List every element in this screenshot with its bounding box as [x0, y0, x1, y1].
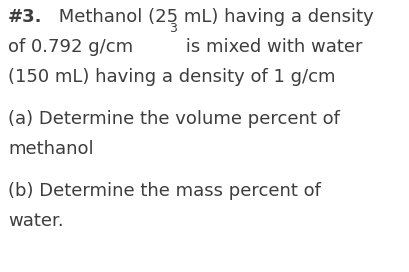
Text: of 0.792 g/cm: of 0.792 g/cm: [8, 38, 133, 56]
Text: Methanol (25 mL) having a density: Methanol (25 mL) having a density: [52, 8, 372, 26]
Text: 3: 3: [169, 22, 177, 35]
Text: (b) Determine the mass percent of: (b) Determine the mass percent of: [8, 182, 320, 200]
Text: water.: water.: [8, 212, 63, 230]
Text: methanol: methanol: [8, 140, 93, 158]
Text: (a) Determine the volume percent of: (a) Determine the volume percent of: [8, 110, 339, 128]
Text: #3.: #3.: [8, 8, 43, 26]
Text: is mixed with water: is mixed with water: [179, 38, 361, 56]
Text: (150 mL) having a density of 1 g/cm: (150 mL) having a density of 1 g/cm: [8, 68, 335, 86]
